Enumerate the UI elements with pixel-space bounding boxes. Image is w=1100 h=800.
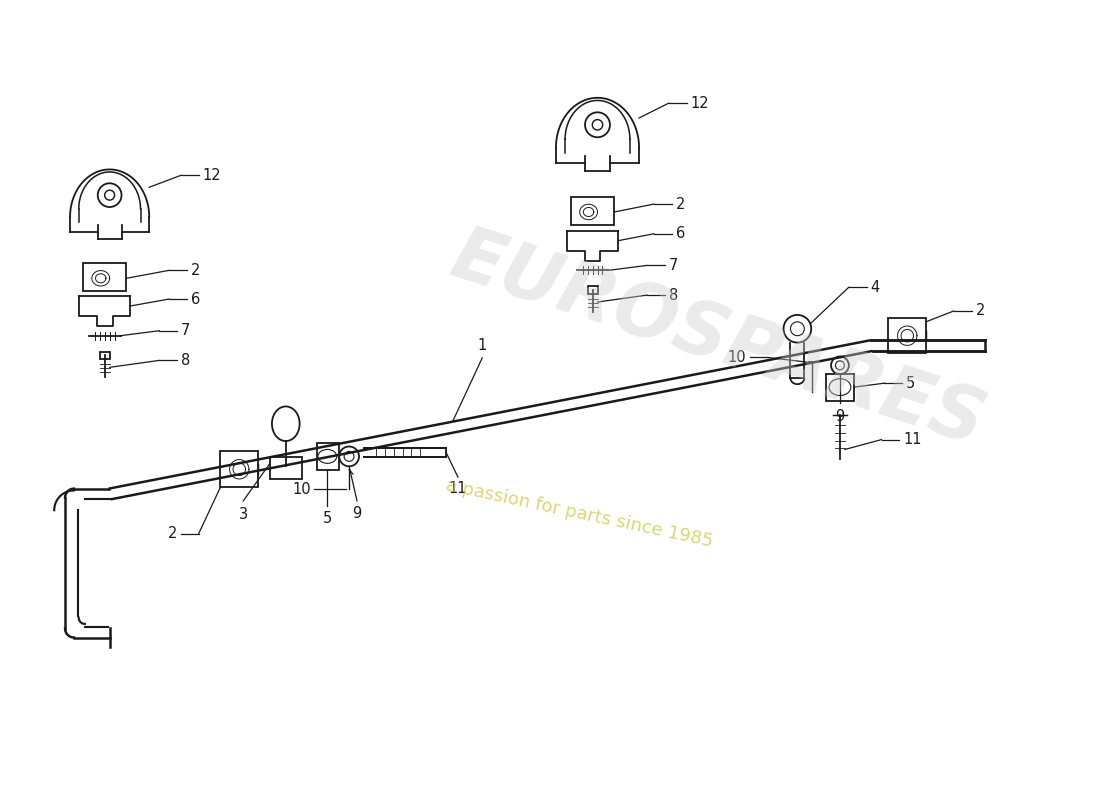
Text: 7: 7 <box>180 323 190 338</box>
Bar <box>826 374 854 401</box>
Text: 9: 9 <box>352 506 362 521</box>
Text: 7: 7 <box>669 258 678 273</box>
Text: 2: 2 <box>976 303 984 318</box>
Text: 2: 2 <box>190 263 200 278</box>
Bar <box>270 458 301 479</box>
Bar <box>571 197 614 225</box>
Text: 6: 6 <box>190 291 200 306</box>
Bar <box>587 286 597 294</box>
Bar <box>889 318 926 354</box>
Text: 1: 1 <box>477 338 487 353</box>
Bar <box>82 263 126 291</box>
Text: 12: 12 <box>202 168 221 183</box>
Text: 2: 2 <box>167 526 177 541</box>
Text: 6: 6 <box>675 226 685 242</box>
Text: 2: 2 <box>675 197 685 211</box>
Text: a passion for parts since 1985: a passion for parts since 1985 <box>444 477 715 551</box>
Text: 11: 11 <box>903 432 922 447</box>
Text: 5: 5 <box>906 376 915 390</box>
Bar <box>318 442 339 470</box>
Bar <box>100 351 110 359</box>
Text: 5: 5 <box>322 511 332 526</box>
Text: 3: 3 <box>239 507 248 522</box>
Text: 12: 12 <box>691 96 710 110</box>
Bar <box>220 451 258 487</box>
Text: 11: 11 <box>449 481 468 496</box>
Text: 10: 10 <box>727 350 746 365</box>
Text: 8: 8 <box>669 288 678 302</box>
Text: 8: 8 <box>180 353 190 368</box>
Text: 9: 9 <box>835 409 845 424</box>
Text: EUROSPARES: EUROSPARES <box>442 220 994 462</box>
Text: 4: 4 <box>870 280 880 294</box>
Text: 10: 10 <box>293 482 311 497</box>
